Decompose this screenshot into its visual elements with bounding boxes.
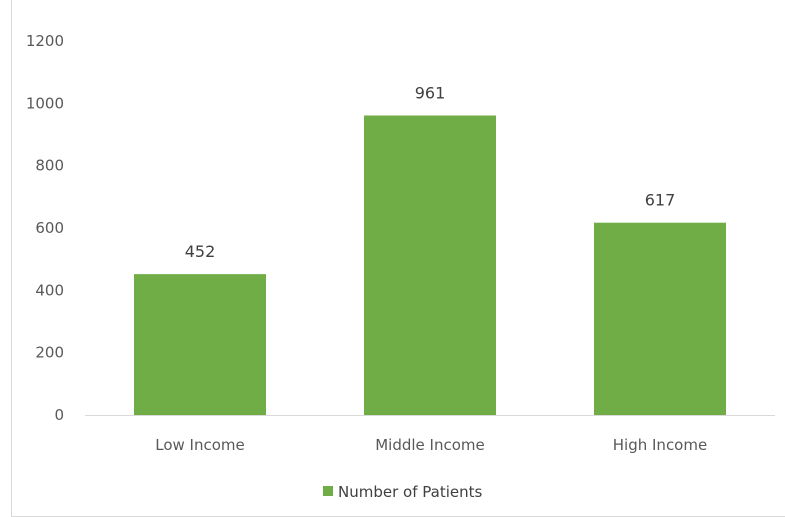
- y-tick-label: 0: [54, 406, 64, 424]
- legend-swatch: [323, 486, 333, 496]
- data-label: 617: [645, 191, 676, 210]
- legend: Number of Patients: [323, 483, 482, 501]
- y-tick-label: 1200: [26, 32, 64, 50]
- bar-middle-income: [364, 115, 496, 415]
- data-labels: 452 961 617: [185, 83, 676, 261]
- y-tick-label: 1000: [26, 94, 64, 112]
- data-label: 452: [185, 242, 216, 261]
- y-tick-label: 600: [35, 219, 64, 237]
- bar-high-income: [594, 222, 726, 415]
- x-axis: Low Income Middle Income High Income: [155, 436, 707, 454]
- y-tick-label: 200: [35, 344, 64, 362]
- y-tick-label: 400: [35, 281, 64, 299]
- y-tick-label: 800: [35, 157, 64, 175]
- data-label: 961: [415, 83, 446, 102]
- bar-low-income: [134, 274, 266, 415]
- y-axis: 0 200 400 600 800 1000 1200: [26, 32, 64, 424]
- x-tick-label: Low Income: [155, 436, 245, 454]
- x-tick-label: Middle Income: [375, 436, 485, 454]
- bars: [134, 115, 726, 415]
- x-tick-label: High Income: [613, 436, 707, 454]
- legend-label: Number of Patients: [338, 483, 482, 501]
